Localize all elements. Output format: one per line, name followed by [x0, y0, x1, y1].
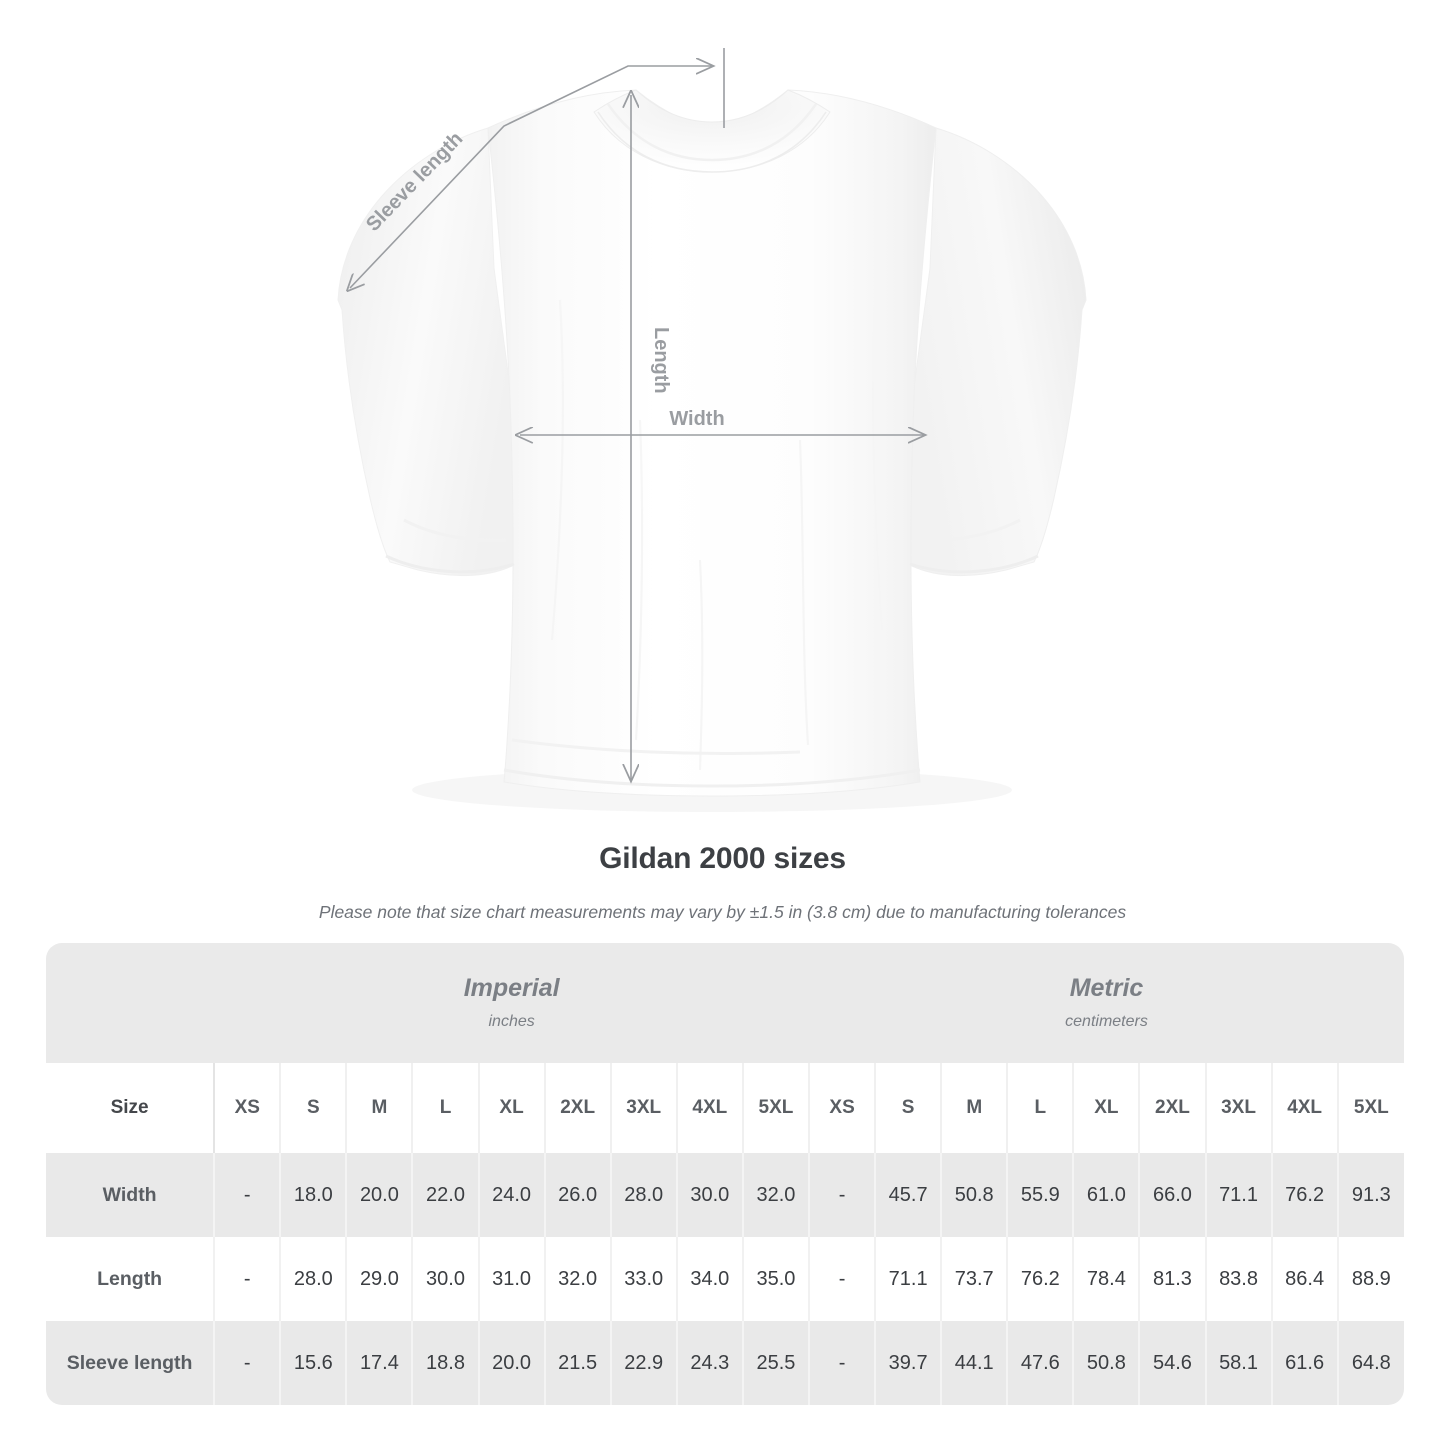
cell-width-metric-3xl: 71.1 [1205, 1153, 1273, 1237]
cell-width-metric-m: 50.8 [941, 1153, 1009, 1237]
cell-width-imperial-5xl: 32.0 [742, 1153, 811, 1237]
size-header-imperial-2xl: 2XL [544, 1063, 612, 1153]
cell-sleeve-imperial-5xl: 25.5 [742, 1321, 811, 1405]
size-header-imperial-5xl: 5XL [742, 1063, 811, 1153]
cell-sleeve-imperial-xl: 20.0 [478, 1321, 546, 1405]
size-header-imperial-s: S [280, 1063, 348, 1153]
cell-length-imperial-4xl: 34.0 [676, 1237, 744, 1321]
cell-length-metric-2xl: 81.3 [1139, 1237, 1207, 1321]
cell-width-metric-xl: 61.0 [1073, 1153, 1141, 1237]
unit-sub-metric: centimeters [1065, 1012, 1148, 1030]
measurement-guides [350, 48, 924, 780]
cell-length-imperial-l: 30.0 [412, 1237, 480, 1321]
cell-sleeve-imperial-l: 18.8 [412, 1321, 480, 1405]
tshirt-silhouette [337, 89, 1087, 797]
cell-length-metric-xl: 78.4 [1073, 1237, 1141, 1321]
size-header-imperial-xl: XL [478, 1063, 546, 1153]
cell-sleeve-imperial-4xl: 24.3 [676, 1321, 744, 1405]
cell-sleeve-imperial-2xl: 21.5 [544, 1321, 612, 1405]
cell-sleeve-metric-4xl: 61.6 [1271, 1321, 1339, 1405]
size-chart-table: Imperial inches Metric centimeters Size … [46, 943, 1404, 1405]
cell-sleeve-metric-m: 44.1 [941, 1321, 1009, 1405]
size-header-imperial-4xl: 4XL [676, 1063, 744, 1153]
unit-name-imperial: Imperial [463, 973, 560, 1002]
unit-group-metric: Metric centimeters [809, 943, 1404, 1063]
width-label: Width [669, 408, 724, 430]
cell-width-imperial-2xl: 26.0 [544, 1153, 612, 1237]
column-header-size: Size [46, 1063, 216, 1153]
cell-length-metric-5xl: 88.9 [1337, 1237, 1404, 1321]
unit-band-spacer [46, 943, 215, 1063]
cell-length-imperial-xl: 31.0 [478, 1237, 546, 1321]
cell-width-imperial-4xl: 30.0 [676, 1153, 744, 1237]
size-header-metric-xs: XS [808, 1063, 877, 1153]
cell-length-imperial-xs: - [214, 1237, 282, 1321]
size-header-imperial-m: M [346, 1063, 414, 1153]
cell-length-metric-m: 73.7 [941, 1237, 1009, 1321]
cell-sleeve-imperial-xs: - [214, 1321, 282, 1405]
unit-sub-imperial: inches [488, 1012, 535, 1030]
cell-sleeve-metric-xs: - [808, 1321, 877, 1405]
cell-length-metric-4xl: 86.4 [1271, 1237, 1339, 1321]
size-header-imperial-l: L [412, 1063, 480, 1153]
size-header-imperial-3xl: 3XL [610, 1063, 678, 1153]
table-row: Length - 28.0 29.0 30.0 31.0 32.0 33.0 3… [46, 1237, 1404, 1321]
cell-length-imperial-5xl: 35.0 [742, 1237, 811, 1321]
cell-sleeve-metric-3xl: 58.1 [1205, 1321, 1273, 1405]
unit-group-imperial: Imperial inches [214, 943, 810, 1063]
cell-width-metric-l: 55.9 [1007, 1153, 1075, 1237]
cell-length-metric-xs: - [808, 1237, 877, 1321]
size-header-metric-5xl: 5XL [1337, 1063, 1404, 1153]
cell-width-metric-4xl: 76.2 [1271, 1153, 1339, 1237]
cell-sleeve-metric-l: 47.6 [1007, 1321, 1075, 1405]
cell-length-metric-3xl: 83.8 [1205, 1237, 1273, 1321]
cell-length-metric-s: 71.1 [875, 1237, 943, 1321]
size-header-metric-3xl: 3XL [1205, 1063, 1273, 1153]
unit-name-metric: Metric [1069, 973, 1144, 1002]
garment-diagram: Sleeve length Length Width [337, 48, 1087, 797]
row-label-width: Width [46, 1153, 216, 1237]
cell-width-imperial-xl: 24.0 [478, 1153, 546, 1237]
cell-sleeve-metric-xl: 50.8 [1073, 1321, 1141, 1405]
cell-width-metric-xs: - [808, 1153, 877, 1237]
row-label-length: Length [46, 1237, 216, 1321]
row-label-sleeve-length: Sleeve length [46, 1321, 216, 1405]
cell-sleeve-metric-5xl: 64.8 [1337, 1321, 1404, 1405]
cell-sleeve-imperial-s: 15.6 [280, 1321, 348, 1405]
cell-width-imperial-3xl: 28.0 [610, 1153, 678, 1237]
cell-width-imperial-l: 22.0 [412, 1153, 480, 1237]
size-header-row: Size XS S M L XL 2XL 3XL 4XL 5XL XS S M … [46, 1063, 1404, 1153]
cell-length-metric-l: 76.2 [1007, 1237, 1075, 1321]
cell-width-metric-s: 45.7 [875, 1153, 943, 1237]
title-block: Gildan 2000 sizes Please note that size … [0, 840, 1445, 923]
tolerance-note: Please note that size chart measurements… [318, 902, 1127, 922]
cell-width-metric-2xl: 66.0 [1139, 1153, 1207, 1237]
cell-sleeve-imperial-3xl: 22.9 [610, 1321, 678, 1405]
size-header-metric-m: M [941, 1063, 1009, 1153]
cell-length-imperial-s: 28.0 [280, 1237, 348, 1321]
table-row: Width - 18.0 20.0 22.0 24.0 26.0 28.0 30… [46, 1153, 1404, 1237]
unit-band-row: Imperial inches Metric centimeters [46, 943, 1404, 1063]
size-header-metric-l: L [1007, 1063, 1075, 1153]
cell-width-imperial-m: 20.0 [346, 1153, 414, 1237]
cell-width-imperial-s: 18.0 [280, 1153, 348, 1237]
cell-length-imperial-2xl: 32.0 [544, 1237, 612, 1321]
cell-length-imperial-3xl: 33.0 [610, 1237, 678, 1321]
size-header-metric-2xl: 2XL [1139, 1063, 1207, 1153]
size-chart-table-wrapper: Imperial inches Metric centimeters Size … [46, 943, 1404, 1405]
cell-sleeve-imperial-m: 17.4 [346, 1321, 414, 1405]
cell-sleeve-metric-2xl: 54.6 [1139, 1321, 1207, 1405]
size-header-metric-4xl: 4XL [1271, 1063, 1339, 1153]
size-header-imperial-xs: XS [214, 1063, 282, 1153]
cell-length-imperial-m: 29.0 [346, 1237, 414, 1321]
cell-width-imperial-xs: - [214, 1153, 282, 1237]
page-title: Gildan 2000 sizes [599, 842, 846, 875]
size-header-metric-xl: XL [1073, 1063, 1141, 1153]
table-row: Sleeve length - 15.6 17.4 18.8 20.0 21.5… [46, 1321, 1404, 1405]
cell-sleeve-metric-s: 39.7 [875, 1321, 943, 1405]
cell-width-metric-5xl: 91.3 [1337, 1153, 1404, 1237]
size-header-metric-s: S [875, 1063, 943, 1153]
length-label: Length [650, 327, 672, 394]
sleeve-length-arrow [350, 66, 712, 288]
